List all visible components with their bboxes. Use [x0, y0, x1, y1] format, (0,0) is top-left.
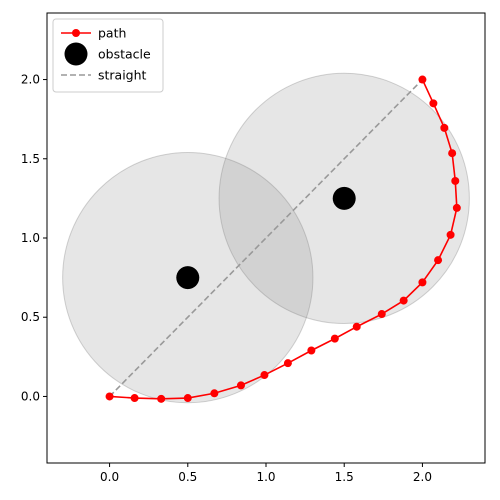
path-point-4 — [183, 394, 192, 403]
legend-path-marker — [72, 29, 80, 37]
path-point-21 — [429, 99, 438, 108]
x-tick-label-4: 1.5 — [335, 470, 354, 484]
legend-label-obstacle: obstacle — [98, 47, 151, 62]
path-point-10 — [330, 334, 339, 343]
legend: path obstacle straight — [52, 18, 164, 93]
path-point-5 — [210, 389, 219, 398]
x-tick-label-3: 1.0 — [256, 470, 275, 484]
path-point-19 — [448, 149, 457, 158]
obstacle-influence-layer — [62, 72, 470, 404]
obstacle-marker-1 — [176, 266, 200, 290]
y-tick-label-1: 0.0 — [21, 389, 40, 403]
path-point-7 — [260, 371, 269, 380]
straight-line-layer — [109, 78, 423, 398]
path-line — [109, 79, 458, 400]
path-layer — [105, 75, 461, 403]
path-point-16 — [446, 230, 455, 239]
legend-box — [52, 18, 164, 93]
obstacle-layer — [176, 186, 356, 290]
x-tick-label-1: 0.0 — [100, 470, 119, 484]
legend-label-path: path — [98, 26, 126, 41]
path-point-20 — [440, 123, 449, 132]
path-point-1 — [105, 392, 114, 401]
straight-line — [109, 78, 423, 398]
path-point-17 — [452, 203, 461, 212]
y-tick-label-2: 0.5 — [21, 310, 40, 324]
path-point-18 — [451, 176, 460, 185]
x-tick-label-2: 0.5 — [178, 470, 197, 484]
path-point-15 — [434, 256, 443, 265]
axes: 0.0 0.5 1.0 1.5 2.0 0.0 0.5 1.0 1.5 2.0 — [21, 12, 486, 484]
path-point-22 — [418, 75, 427, 84]
path-point-12 — [377, 310, 386, 319]
obstacle-marker-2 — [332, 186, 356, 210]
y-tick-label-5: 2.0 — [21, 73, 40, 87]
path-point-2 — [130, 394, 139, 403]
path-point-14 — [418, 278, 427, 287]
y-tick-label-4: 1.5 — [21, 152, 40, 166]
path-point-6 — [236, 381, 245, 390]
path-point-3 — [157, 394, 166, 403]
legend-label-straight: straight — [98, 68, 147, 83]
legend-obstacle-marker — [64, 42, 88, 66]
y-tick-label-3: 1.0 — [21, 231, 40, 245]
path-point-13 — [399, 296, 408, 305]
path-point-11 — [352, 322, 361, 331]
x-tick-label-5: 2.0 — [413, 470, 432, 484]
path-point-8 — [283, 359, 292, 368]
path-point-9 — [307, 346, 316, 355]
